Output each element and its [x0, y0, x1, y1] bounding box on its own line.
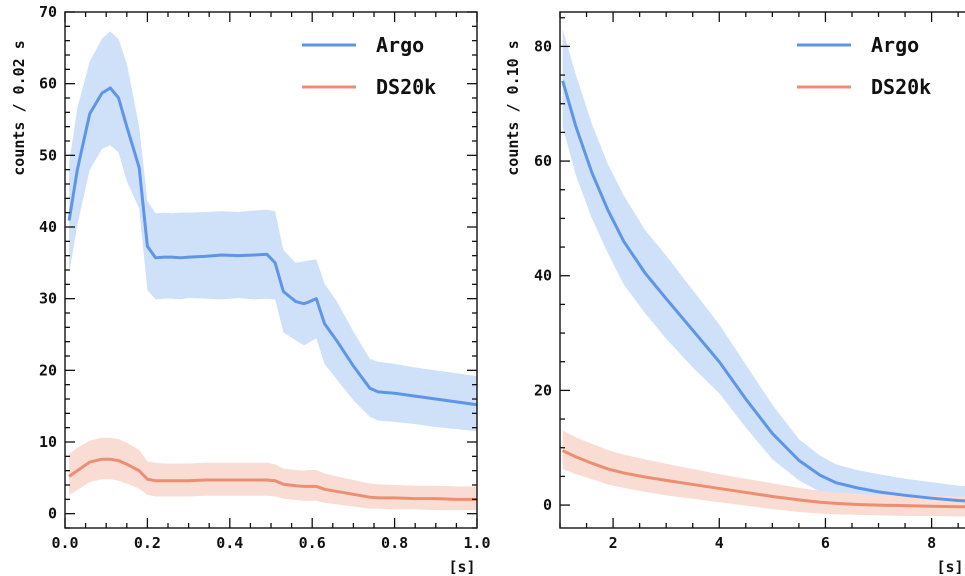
y-tick-label: 30	[39, 290, 57, 308]
y-tick-label: 80	[534, 37, 552, 55]
x-axis-label: [s]	[936, 558, 963, 576]
chart-panel-1: 0.0 0.2 0.4 0.6 0.8 1.0 0 10 20 30 40 50 60 70 [s] coun…	[10, 3, 491, 576]
series-band-ds20k	[69, 437, 477, 511]
series-line-ds20k	[562, 449, 965, 509]
y-tick-label: 0	[48, 505, 57, 523]
series-line-argo	[67, 86, 477, 407]
legend-label-argo: Argo	[376, 33, 424, 57]
y-tick-label: 60	[39, 75, 57, 93]
y-axis-label: counts / 0.10 s	[504, 40, 522, 175]
y-tick-label: 40	[39, 218, 57, 236]
y-tick-label: 20	[534, 381, 552, 399]
y-tick-label: 70	[39, 3, 57, 21]
y-tick-label: 40	[534, 267, 552, 285]
series-line-argo	[561, 80, 965, 503]
series-band-argo	[562, 29, 965, 510]
x-tick-label: 6	[821, 534, 830, 552]
y-tick-label: 0	[543, 496, 552, 514]
x-tick-label: 8	[927, 534, 936, 552]
y-tick-label: 10	[39, 433, 57, 451]
x-tick-label: 0.4	[216, 534, 243, 552]
legend: Argo DS20k	[797, 33, 931, 99]
y-tick-label: 50	[39, 146, 57, 164]
x-tick-label: 2	[609, 534, 618, 552]
x-axis-label: [s]	[448, 558, 475, 576]
x-tick-label: 0.2	[134, 534, 161, 552]
y-tick-label: 60	[534, 152, 552, 170]
legend-label-ds20k: DS20k	[871, 75, 931, 99]
legend-label-ds20k: DS20k	[376, 75, 436, 99]
x-tick-label: 0.0	[51, 534, 78, 552]
legend: Argo DS20k	[302, 33, 436, 99]
y-axis-label: counts / 0.02 s	[10, 40, 28, 175]
plot-frame	[559, 11, 965, 529]
x-tick-label: 0.8	[381, 534, 408, 552]
plot-area	[67, 31, 477, 511]
series-line-ds20k	[68, 457, 477, 501]
series-band-ds20k	[562, 430, 965, 517]
series-band-argo	[69, 31, 477, 432]
x-tick-label: 0.6	[299, 534, 326, 552]
legend-label-argo: Argo	[871, 33, 919, 57]
plot-area	[561, 29, 965, 517]
x-tick-label: 1.0	[463, 534, 490, 552]
x-tick-label: 4	[715, 534, 724, 552]
y-tick-label: 20	[39, 361, 57, 379]
